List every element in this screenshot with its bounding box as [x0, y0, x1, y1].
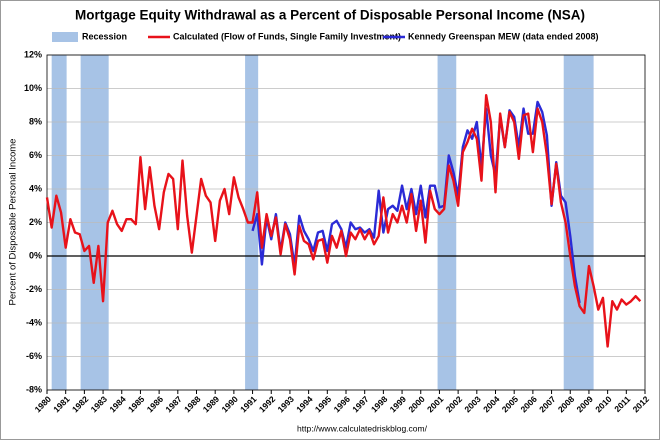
y-tick-label: 2%: [29, 217, 42, 227]
y-tick-label: -6%: [26, 351, 42, 361]
y-tick-label: -4%: [26, 317, 42, 327]
series-line: [45, 94, 642, 348]
y-axis-label: Percent of Disposable Personal Income: [8, 139, 19, 306]
plot-frame: [46, 54, 646, 391]
y-tick-label: 8%: [29, 116, 42, 126]
y-tick-label: 4%: [29, 183, 42, 193]
source: http://www.calculatedriskblog.com/: [297, 423, 428, 433]
y-tick-label: 0%: [29, 250, 42, 260]
y-tick-label: -8%: [26, 384, 42, 394]
legend-swatch: [52, 32, 78, 42]
y-tick-label: 6%: [29, 150, 42, 160]
chart-title: Mortgage Equity Withdrawal as a Percent …: [75, 8, 585, 23]
y-tick-label: 12%: [24, 49, 42, 59]
legend-label: Recession: [82, 31, 127, 41]
y-tick-label: 10%: [24, 83, 42, 93]
series-line: [251, 100, 581, 304]
legend-label: Kennedy Greenspan MEW (data ended 2008): [408, 31, 599, 41]
legend-label: Calculated (Flow of Funds, Single Family…: [173, 31, 401, 41]
y-tick-label: -2%: [26, 284, 42, 294]
